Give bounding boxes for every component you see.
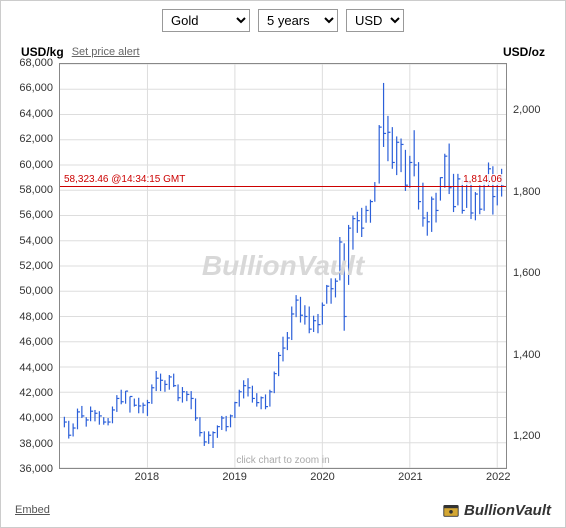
chart-area: 36,000 38,000 40,000 42,000 44,000 46,000 48,0… xyxy=(1,63,565,487)
reference-label-left: 58,323.46 @14:34:15 GMT xyxy=(62,174,187,185)
y-left-tick: 44,000 xyxy=(19,362,53,374)
x-tick: 2021 xyxy=(398,471,422,483)
y-left-tick: 46,000 xyxy=(19,336,53,348)
y-right-tick: 1,800 xyxy=(513,186,541,198)
y-left-tick: 68,000 xyxy=(19,57,53,69)
y-left-tick: 62,000 xyxy=(19,133,53,145)
currency-select[interactable]: USDEURGBPJPY xyxy=(346,9,404,32)
y-left-tick: 42,000 xyxy=(19,387,53,399)
x-ticks: 2018 2019 2020 2021 2022 xyxy=(59,471,507,487)
y-left-tick: 52,000 xyxy=(19,260,53,272)
brand-logo[interactable]: BullionVault xyxy=(442,501,551,519)
y-right-tick: 1,400 xyxy=(513,349,541,361)
y-left-tick: 38,000 xyxy=(19,438,53,450)
y-left-tick: 54,000 xyxy=(19,235,53,247)
reference-label-right: 1,814.06 xyxy=(461,174,504,185)
period-select[interactable]: 1 week1 month1 year5 years20 years xyxy=(258,9,338,32)
y-right-tick: 1,600 xyxy=(513,267,541,279)
x-tick: 2020 xyxy=(310,471,334,483)
x-tick: 2018 xyxy=(135,471,159,483)
y-left-tick: 40,000 xyxy=(19,412,53,424)
y-left-tick: 60,000 xyxy=(19,159,53,171)
y-left-tick: 64,000 xyxy=(19,108,53,120)
y-left-tick: 56,000 xyxy=(19,209,53,221)
brand-logo-text: BullionVault xyxy=(464,502,551,519)
y-left-tick: 36,000 xyxy=(19,463,53,475)
reference-line xyxy=(60,186,506,187)
y-left-ticks: 36,00038,00040,00042,00044,00046,00048,0… xyxy=(1,63,57,469)
y-right-label: USD/oz xyxy=(503,45,545,59)
footer: Embed BullionVault xyxy=(1,501,565,519)
y-left-tick: 66,000 xyxy=(19,82,53,94)
y-right-ticks: 1,200 1,400 1,600 1,800 2,000 xyxy=(509,63,565,469)
y-right-tick: 1,200 xyxy=(513,430,541,442)
y-left-tick: 58,000 xyxy=(19,184,53,196)
embed-link[interactable]: Embed xyxy=(15,504,50,516)
x-tick: 2019 xyxy=(222,471,246,483)
chart-controls: GoldSilverPlatinumPalladium 1 week1 mont… xyxy=(1,1,565,40)
plot-area[interactable]: BullionVault click chart to zoom in 58,3… xyxy=(59,63,507,469)
set-price-alert-link[interactable]: Set price alert xyxy=(72,46,140,58)
metal-select[interactable]: GoldSilverPlatinumPalladium xyxy=(162,9,250,32)
y-left-tick: 48,000 xyxy=(19,311,53,323)
axis-labels: USD/kg Set price alert USD/oz xyxy=(1,45,565,59)
x-tick: 2022 xyxy=(486,471,510,483)
vault-icon xyxy=(442,501,460,519)
y-left-tick: 50,000 xyxy=(19,285,53,297)
y-right-tick: 2,000 xyxy=(513,104,541,116)
